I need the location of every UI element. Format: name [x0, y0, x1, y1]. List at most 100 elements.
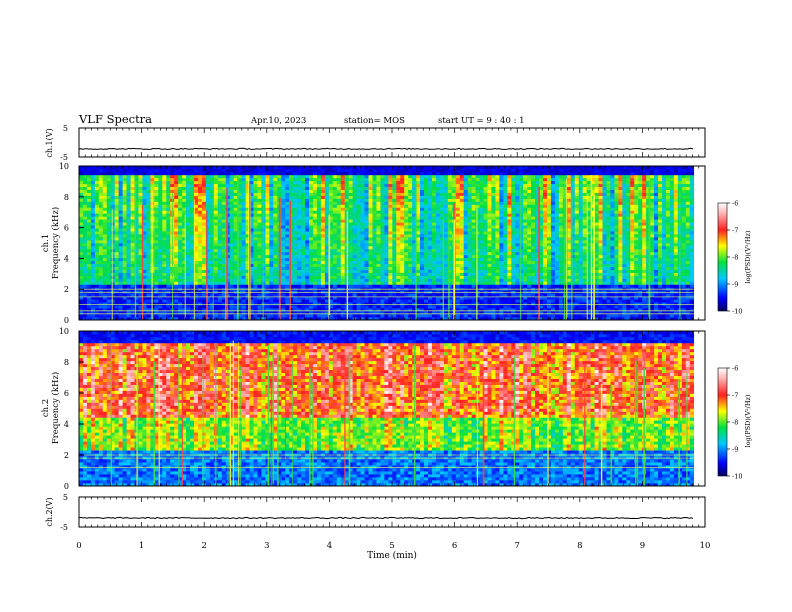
spectrogram-cell [301, 172, 305, 175]
spectrogram-cell [178, 216, 182, 219]
spectrogram-cell [337, 216, 341, 219]
spectrogram-cell [281, 270, 285, 273]
spectrogram-cell [376, 196, 380, 199]
spectrogram-cell [103, 249, 107, 252]
spectrogram-cell [182, 264, 186, 267]
spectrogram-cell [166, 175, 170, 178]
spectrogram-cell [313, 213, 317, 216]
spectrogram-cell [83, 216, 87, 219]
spectrogram-cell [337, 299, 341, 302]
spectrogram-cell [281, 187, 285, 190]
spectrogram-cell [99, 196, 103, 199]
spectrogram-cell [337, 199, 341, 202]
spectrogram-cell [83, 205, 87, 208]
spectrogram-cell [158, 293, 162, 296]
spectrogram-cell [162, 249, 166, 252]
spectrogram-cell [95, 205, 99, 208]
spectrogram-cell [115, 270, 119, 273]
spectrogram-cell [341, 273, 345, 276]
spectrogram-cell [123, 222, 127, 225]
spectrogram-cell [329, 184, 333, 187]
spectrogram-cell [107, 255, 111, 258]
spectrogram-cell [123, 172, 127, 175]
spectrogram-cell [305, 279, 309, 282]
spectrogram-cell [119, 205, 123, 208]
spectrogram-cell [376, 205, 380, 208]
spectrogram-cell [146, 261, 150, 264]
spectrogram-cell [230, 314, 234, 317]
spectrogram-cell [242, 243, 246, 246]
spectrogram-cell [297, 196, 301, 199]
spectrogram-cell [349, 196, 353, 199]
spectrogram-cell [388, 282, 392, 285]
spectrogram-cell [99, 237, 103, 240]
spectrogram-cell [372, 258, 376, 261]
spectrogram-cell [254, 282, 258, 285]
spectrogram-cell [305, 202, 309, 205]
spectrogram-cell [158, 202, 162, 205]
spectrogram-cell [214, 190, 218, 193]
spectrogram-cell [242, 210, 246, 213]
spectrogram-cell [313, 202, 317, 205]
spectrogram-cell [353, 234, 357, 237]
spectrogram-cell [376, 264, 380, 267]
spectrogram-cell [325, 210, 329, 213]
spectrogram-cell [301, 193, 305, 196]
spectrogram-cell [91, 222, 95, 225]
spectrogram-cell [372, 237, 376, 240]
spectrogram-cell [254, 175, 258, 178]
spectrogram-cell [361, 302, 365, 305]
spectrogram-cell [79, 240, 83, 243]
spectrogram-cell [333, 258, 337, 261]
spectrogram-cell [166, 273, 170, 276]
spectrogram-cell [83, 193, 87, 196]
spectrogram-cell [372, 181, 376, 184]
spectrogram-cell [194, 172, 198, 175]
spectrogram-cell [158, 237, 162, 240]
spectrogram-cell [297, 261, 301, 264]
spectrogram-cell [242, 193, 246, 196]
spectrogram-cell [357, 207, 361, 210]
spectrogram-cell [206, 187, 210, 190]
spectrogram-cell [190, 240, 194, 243]
spectrogram-cell [127, 293, 131, 296]
spectrogram-cell [162, 273, 166, 276]
spectrogram-cell [83, 273, 87, 276]
spectrogram-cell [293, 314, 297, 317]
spectrogram-cell [115, 252, 119, 255]
spectrogram-cell [273, 181, 277, 184]
spectrogram-cell [361, 243, 365, 246]
spectrogram-cell [103, 267, 107, 270]
spectrogram-cell [273, 237, 277, 240]
spectrogram-cell [202, 175, 206, 178]
spectrogram-cell [123, 243, 127, 246]
spectrogram-cell [293, 267, 297, 270]
spectrogram-cell [230, 207, 234, 210]
spectrogram-cell [281, 246, 285, 249]
spectrogram-cell [115, 267, 119, 270]
spectrogram-cell [365, 314, 369, 317]
spectrogram-cell [95, 261, 99, 264]
spectrogram-cell [333, 181, 337, 184]
spectrogram-cell [115, 222, 119, 225]
spectrogram-cell [361, 270, 365, 273]
spectrogram-cell [384, 255, 388, 258]
spectrogram-cell [250, 172, 254, 175]
vlf-figure: VLF Spectra Apr.10, 2023 station= MOS st… [0, 0, 792, 612]
spectrogram-cell [273, 213, 277, 216]
spectrogram-cell [337, 231, 341, 234]
spectrogram-cell [353, 305, 357, 308]
spectrogram-cell [146, 252, 150, 255]
spectrogram-cell [198, 187, 202, 190]
spectrogram-cell [146, 284, 150, 287]
spectrogram-cell [119, 234, 123, 237]
spectrogram-cell [107, 216, 111, 219]
spectrogram-cell [154, 169, 158, 172]
spectrogram-cell [154, 261, 158, 264]
spectrogram-cell [111, 273, 115, 276]
spectrogram-cell [376, 293, 380, 296]
spectrogram-cell [218, 243, 222, 246]
spectrogram-cell [285, 258, 289, 261]
spectrogram-cell [115, 243, 119, 246]
spectrogram-cell [115, 207, 119, 210]
